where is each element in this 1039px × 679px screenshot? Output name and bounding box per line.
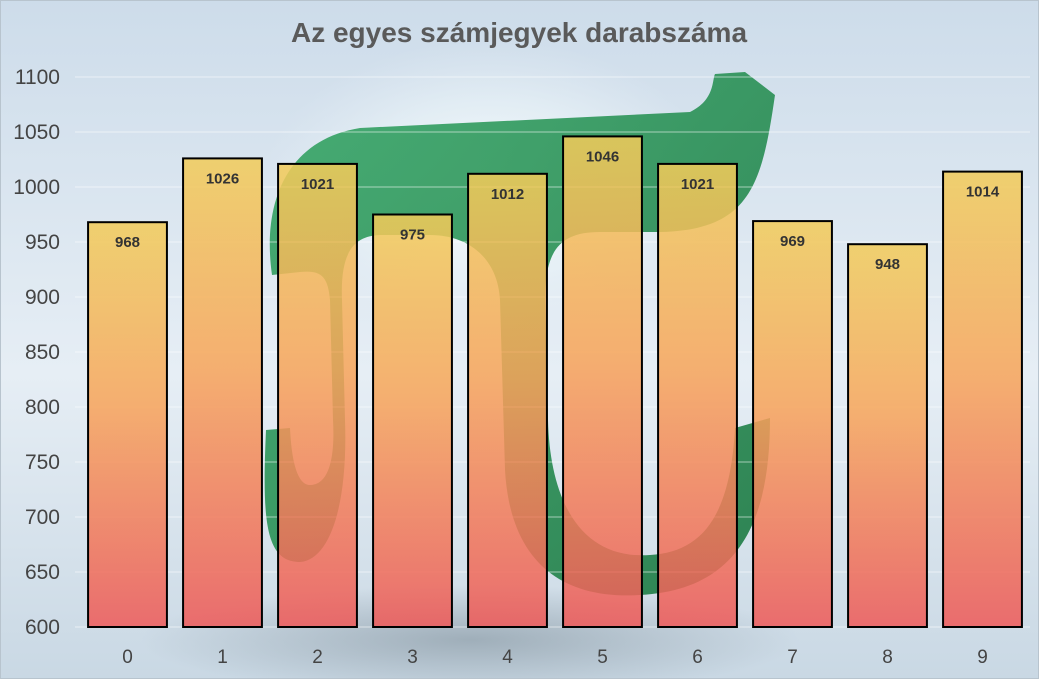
- y-tick-label: 650: [25, 561, 60, 584]
- bar-9: [942, 170, 1023, 628]
- bar-0: [87, 221, 168, 628]
- y-tick-label: 800: [25, 396, 60, 419]
- data-label: 968: [115, 234, 140, 251]
- y-tick-label: 750: [25, 451, 60, 474]
- data-label: 1026: [206, 170, 239, 187]
- bar-2: [277, 162, 358, 628]
- bars: [87, 135, 1023, 629]
- x-tick-label: 2: [312, 647, 323, 668]
- data-label: 948: [875, 256, 900, 273]
- y-tick-label: 600: [25, 616, 60, 639]
- bar-6: [657, 162, 738, 628]
- data-label: 1046: [586, 148, 619, 165]
- x-axis: 0 1 2 3 4 5 6 7 8 9: [122, 647, 988, 668]
- x-tick-label: 6: [692, 647, 703, 668]
- data-label: 1012: [491, 186, 524, 203]
- y-tick-label: 900: [25, 286, 60, 309]
- y-tick-label: 1000: [13, 176, 60, 199]
- data-label: 969: [780, 233, 805, 250]
- x-tick-label: 0: [122, 647, 133, 668]
- bar-1: [182, 157, 263, 628]
- y-tick-label: 950: [25, 231, 60, 254]
- x-tick-label: 7: [787, 647, 798, 668]
- data-labels: 968 1026 1021 975 1012 1046 1021 969 948 1014: [115, 148, 1000, 273]
- y-tick-label: 850: [25, 341, 60, 364]
- bar-8: [847, 243, 928, 628]
- bar-7: [752, 220, 833, 628]
- x-tick-label: 1: [217, 647, 228, 668]
- x-tick-label: 5: [597, 647, 608, 668]
- bar-3: [372, 213, 453, 628]
- bar-4: [467, 172, 548, 629]
- y-tick-label: 1100: [15, 66, 60, 89]
- x-tick-label: 4: [502, 647, 513, 668]
- data-label: 975: [400, 227, 425, 244]
- data-label: 1021: [301, 176, 334, 193]
- data-label: 1014: [966, 184, 1000, 201]
- data-label: 1021: [681, 176, 714, 193]
- y-tick-label: 700: [25, 506, 60, 529]
- bar-5: [562, 135, 643, 628]
- y-axis: 600 650 700 750 800 850 900 950 1000 1050 1100: [13, 66, 60, 639]
- x-tick-label: 9: [977, 647, 988, 668]
- chart-title: Az egyes számjegyek darabszáma: [291, 17, 747, 48]
- y-tick-label: 1050: [13, 121, 60, 144]
- x-tick-label: 8: [882, 647, 893, 668]
- x-tick-label: 3: [407, 647, 418, 668]
